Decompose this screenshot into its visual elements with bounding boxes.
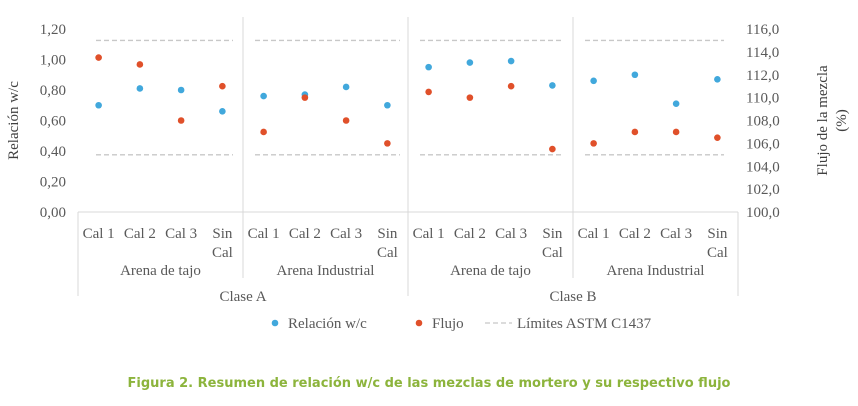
right-axis-tick-label: 106,0 [746, 136, 780, 152]
right-axis-tick-label: 104,0 [746, 159, 780, 175]
category-label: Sin [212, 226, 233, 242]
group-label: Arena Industrial [607, 263, 705, 279]
flow-point [136, 61, 144, 68]
legend-marker-wc [271, 319, 279, 327]
right-axis-tick-label: 100,0 [746, 205, 780, 221]
wc-ratio-point [507, 57, 515, 65]
right-axis-tick-label: 112,0 [746, 68, 779, 84]
wc-ratio-point [631, 71, 639, 79]
category-label: Cal 1 [413, 226, 445, 242]
wc-ratio-point [714, 76, 721, 83]
category-label: Cal 3 [660, 226, 692, 242]
category-label: Cal 3 [165, 226, 197, 242]
group-label: Arena de tajo [120, 263, 201, 279]
category-label: Cal 3 [330, 226, 362, 242]
wc-ratio-point [260, 92, 267, 100]
flow-point [260, 128, 267, 136]
category-label-line2: Cal [212, 245, 233, 261]
group-label: Arena de tajo [450, 263, 531, 279]
wc-ratio-point [549, 82, 556, 89]
right-axis-tick-label: 108,0 [746, 114, 780, 130]
wc-ratio-point [95, 101, 102, 109]
flow-point [631, 128, 639, 136]
chart: 0,00 0,20 0,40 0,60 0,80 1,00 1,20 100,0 102,0 10… [6, 17, 850, 332]
flow-point [301, 94, 309, 101]
left-axis-tick-label: 0,20 [40, 175, 66, 191]
wc-ratio-point [136, 85, 144, 92]
category-label: Cal 2 [124, 226, 156, 242]
wc-ratio-point [177, 86, 185, 94]
wc-ratio-point [384, 101, 391, 109]
category-label-line2: Cal [377, 245, 398, 261]
left-axis-tick-label: 0,80 [40, 83, 66, 99]
flow-point [95, 54, 102, 61]
wc-ratio-point [425, 63, 432, 71]
flow-point [590, 140, 597, 147]
right-axis-tick-label: 114,0 [746, 45, 779, 61]
group-label: Arena Industrial [277, 263, 375, 279]
class-label: Clase A [219, 289, 266, 305]
category-label: Sin [707, 226, 728, 242]
flow-point [714, 134, 721, 141]
left-axis-tick-label: 1,20 [40, 22, 66, 38]
legend-marker-flow [415, 319, 423, 327]
right-axis-title-unit: (%) [834, 109, 850, 132]
wc-ratio-point [219, 108, 226, 115]
legend-label-flow: Flujo [432, 316, 464, 332]
category-label: Cal 2 [619, 226, 651, 242]
category-label: Cal 1 [83, 226, 115, 242]
left-axis-tick-label: 1,00 [40, 53, 66, 69]
category-label: Cal 1 [578, 226, 610, 242]
flow-point [549, 145, 556, 153]
category-label: Sin [377, 226, 398, 242]
category-label: Sin [542, 226, 563, 242]
legend-label-limits: Límites ASTM C1437 [517, 316, 652, 332]
category-label: Cal 2 [454, 226, 486, 242]
category-label: Cal 3 [495, 226, 527, 242]
flow-point [466, 94, 474, 101]
left-axis-tick-label: 0,60 [40, 114, 66, 130]
figure-caption: Figura 2. Resumen de relación w/c de las… [127, 376, 731, 391]
wc-ratio-point [466, 59, 474, 66]
right-axis-tick-label: 116,0 [746, 22, 779, 38]
category-label-line2: Cal [707, 245, 728, 261]
flow-point [219, 82, 226, 90]
flow-point [177, 117, 185, 124]
legend-label-wc: Relación w/c [288, 316, 367, 332]
wc-ratio-point [342, 83, 350, 91]
category-label: Cal 1 [248, 226, 280, 242]
right-axis-tick-label: 110,0 [746, 91, 779, 107]
category-label-line2: Cal [542, 245, 563, 261]
category-label: Cal 2 [289, 226, 321, 242]
wc-ratio-point [590, 77, 597, 85]
class-label: Clase B [549, 289, 596, 305]
right-axis-tick-label: 102,0 [746, 182, 780, 198]
left-axis-tick-label: 0,00 [40, 205, 66, 221]
left-axis-title: Relación w/c [6, 81, 22, 160]
left-axis-tick-label: 0,40 [40, 144, 66, 160]
flow-point [507, 82, 515, 90]
flow-point [342, 117, 350, 124]
wc-ratio-point [672, 100, 680, 108]
flow-point [384, 140, 391, 147]
right-axis-title: Flujo de la mezcla [815, 65, 831, 176]
flow-point [425, 88, 432, 96]
flow-point [672, 128, 680, 136]
